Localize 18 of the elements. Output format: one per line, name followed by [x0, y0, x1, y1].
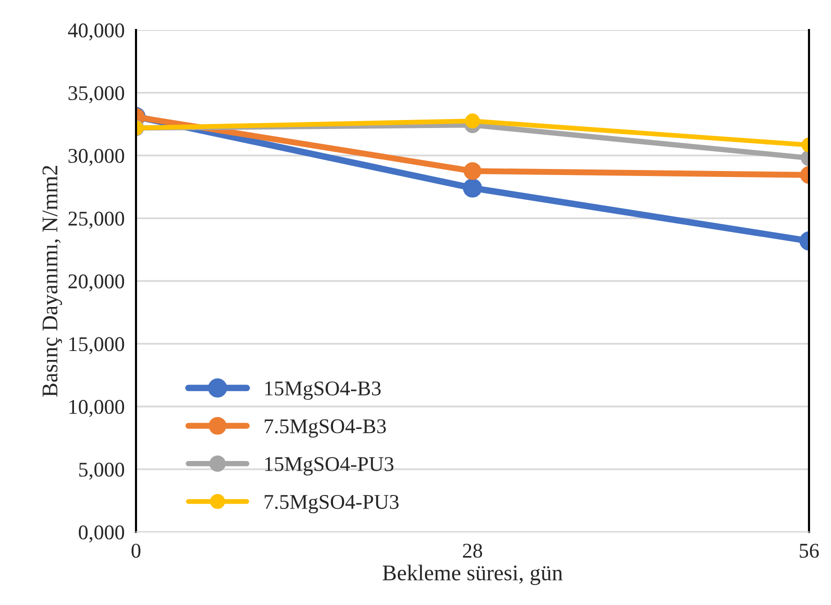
- x-tick-label: 56: [800, 544, 819, 558]
- y-tick-label: 5,000: [79, 462, 124, 480]
- legend-label: 15MgSO4-PU3: [265, 457, 394, 476]
- x-axis-title: Bekleme süresi, gün: [382, 564, 563, 585]
- y-tick-label: 35,000: [68, 86, 124, 104]
- y-tick-label: 20,000: [68, 274, 124, 292]
- y-tick-label: 30,000: [68, 148, 124, 166]
- legend-label: 7.5MgSO4-B3: [264, 419, 386, 438]
- legend-label: 7.5MgSO4-PU3: [264, 494, 399, 514]
- y-tick-label: 0,000: [78, 525, 124, 542]
- y-tick-label: 40,000: [68, 23, 124, 40]
- x-tick-label: 0: [132, 544, 140, 558]
- y-tick-label: 10,000: [69, 400, 124, 417]
- x-tick-label: 28: [463, 544, 482, 558]
- y-tick-label: 25,000: [68, 212, 124, 229]
- y-tick-label: 15,000: [69, 337, 124, 354]
- y-axis-title: Basınç Dayanımı, N/mm2: [42, 166, 62, 397]
- legend-label: 15MgSO4-B3: [265, 381, 381, 400]
